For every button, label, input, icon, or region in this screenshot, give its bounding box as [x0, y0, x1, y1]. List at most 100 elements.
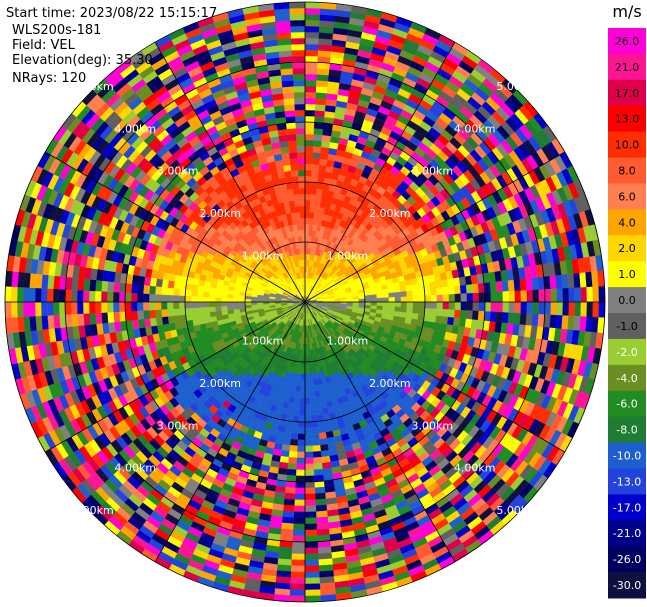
- ppi-gate: [304, 73, 318, 81]
- ppi-gate: [412, 289, 419, 297]
- ppi-gate: [293, 517, 306, 525]
- ppi-gate: [472, 292, 480, 303]
- ppi-gate: [196, 290, 204, 297]
- ppi-gate: [304, 121, 315, 129]
- ppi-gate: [352, 299, 360, 303]
- ppi-gate: [307, 349, 311, 357]
- ppi-gate: [574, 301, 582, 317]
- ppi-gate: [453, 277, 461, 287]
- ppi-gate: [304, 589, 321, 597]
- ppi-gate: [4, 286, 12, 303]
- ppi-gate: [173, 308, 180, 316]
- ppi-gate: [232, 298, 240, 303]
- ppi-gate: [411, 313, 419, 320]
- ppi-gate: [424, 295, 432, 303]
- ppi-gate: [307, 343, 311, 351]
- ppi-gate: [41, 274, 49, 289]
- ppi-gate: [319, 152, 329, 160]
- ppi-gate: [313, 468, 324, 476]
- ppi-gate: [304, 529, 318, 537]
- ppi-gate: [297, 433, 306, 441]
- ppi-gate: [304, 43, 319, 51]
- ppi-gate: [304, 37, 319, 45]
- ppi-gate: [442, 294, 450, 303]
- ppi-gate: [301, 367, 306, 375]
- ppi-gate: [142, 293, 150, 303]
- ppi-gate: [148, 301, 156, 311]
- ppi-gate: [412, 307, 419, 315]
- ppi-gate: [161, 286, 168, 295]
- ppi-gate: [149, 285, 156, 295]
- ppi-gate: [304, 391, 311, 399]
- ppi-gate: [292, 529, 306, 537]
- ppi-gate: [508, 290, 516, 303]
- ppi-gate: [319, 438, 328, 446]
- ppi-gate: [430, 294, 438, 303]
- ppi-gate: [298, 421, 306, 429]
- ppi-gate: [495, 311, 503, 323]
- ppi-gate: [448, 309, 455, 318]
- ppi-gate: [142, 301, 150, 311]
- ppi-gate: [185, 289, 192, 297]
- ppi-gate: [41, 315, 49, 330]
- ppi-gate: [304, 427, 313, 435]
- ppi-gate: [418, 301, 426, 309]
- ppi-gate: [203, 311, 211, 319]
- ppi-gate: [304, 571, 320, 579]
- ppi-gate: [316, 408, 323, 416]
- ppi-gate: [580, 287, 588, 303]
- ppi-gate: [562, 288, 570, 303]
- ppi-gate: [309, 205, 316, 213]
- ppi-gate: [82, 301, 90, 314]
- ppi-gate: [304, 499, 316, 507]
- ppi-gate: [298, 409, 306, 417]
- ppi-gate: [137, 310, 145, 320]
- ppi-gate: [304, 583, 321, 591]
- ppi-gate: [304, 13, 321, 21]
- ppi-gate: [10, 286, 18, 303]
- ppi-gate: [282, 504, 295, 512]
- ppi-gate: [143, 310, 151, 320]
- ppi-gate: [244, 298, 252, 303]
- ppi-gate: [178, 295, 186, 303]
- ppi-gate: [388, 306, 396, 312]
- ppi-gate: [280, 528, 294, 536]
- ppi-gate: [196, 301, 204, 308]
- ppi-gate: [496, 301, 504, 313]
- ppi-gate: [304, 61, 318, 69]
- ppi-gate: [430, 288, 437, 296]
- ppi-gate: [304, 367, 309, 375]
- ppi-gate: [215, 310, 223, 317]
- ppi-gate: [316, 68, 330, 76]
- ppi-gate: [435, 315, 443, 324]
- ppi-gate: [95, 312, 103, 325]
- ppi-gate: [313, 384, 320, 392]
- ppi-gate: [77, 313, 85, 326]
- ppi-gate: [489, 281, 497, 293]
- ppi-gate: [316, 74, 329, 82]
- ppi-gate: [400, 306, 408, 313]
- ppi-gate: [77, 278, 85, 291]
- ppi-gate: [289, 439, 298, 446]
- ppi-gate: [436, 287, 443, 296]
- ppi-gate: [525, 313, 533, 326]
- ppi-gate: [292, 409, 300, 416]
- ppi-gate: [471, 310, 479, 321]
- ppi-gate: [58, 288, 66, 303]
- ppi-gate: [304, 421, 312, 429]
- ppi-gate: [160, 301, 168, 310]
- ppi-gate: [304, 91, 317, 99]
- ppi-gate: [592, 286, 600, 303]
- ppi-gate: [197, 284, 205, 292]
- ppi-gate: [405, 284, 413, 292]
- ppi-gate: [70, 301, 78, 315]
- ppi-gate: [101, 312, 109, 324]
- ppi-gate: [311, 433, 320, 440]
- ppi-gate: [167, 308, 174, 317]
- ppi-gate: [304, 445, 314, 453]
- ppi-gate: [304, 535, 318, 543]
- ppi-gate: [394, 301, 402, 308]
- ppi-gate: [532, 301, 540, 315]
- ppi-gate: [454, 301, 462, 311]
